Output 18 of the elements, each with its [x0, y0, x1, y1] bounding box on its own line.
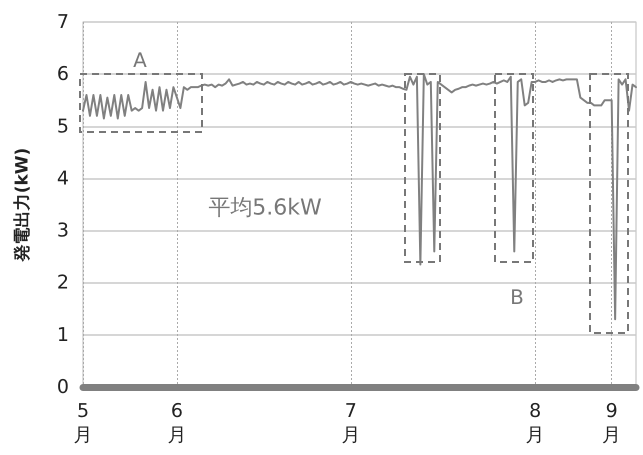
- annotation: B: [510, 285, 524, 309]
- y-tick-label: 4: [56, 167, 69, 190]
- x-tick-label: 6 月: [167, 400, 186, 446]
- y-tick-label: 3: [56, 220, 69, 242]
- x-tick-label: 7 月: [341, 400, 360, 446]
- annotation: A: [133, 48, 148, 72]
- annotation: 平均5.6kW: [208, 196, 322, 220]
- y-tick-label: 5: [56, 115, 69, 138]
- x-tick-label: 9 月: [602, 400, 622, 446]
- line-series: [82, 73, 637, 320]
- y-tick-label: 1: [56, 324, 69, 346]
- y-tick-label: 6: [56, 63, 69, 86]
- y-tick-label: 7: [56, 11, 69, 33]
- y-tick-label: 2: [56, 272, 69, 294]
- x-tick-label: 8 月: [526, 400, 545, 446]
- y-tick-label: 0: [56, 376, 69, 398]
- x-tick-label: 5 月: [74, 400, 92, 446]
- y-axis-title: 発電出力(kW): [12, 148, 32, 262]
